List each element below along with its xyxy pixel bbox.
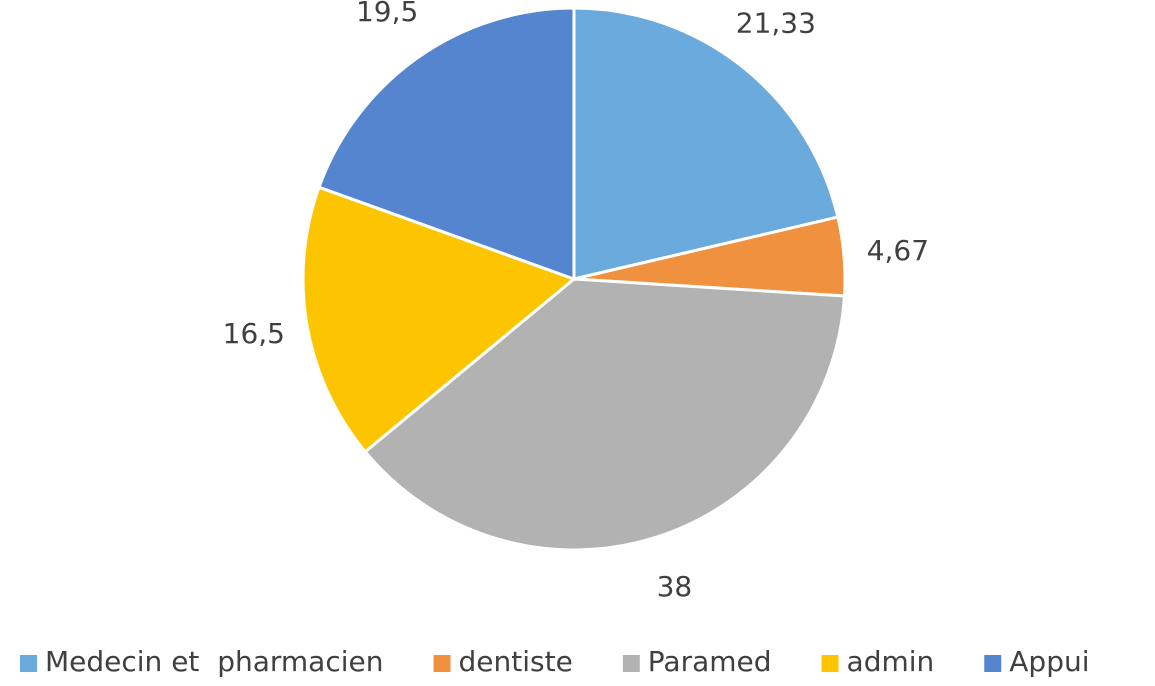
legend-label: Medecin et pharmacien	[45, 645, 384, 678]
legend-swatch	[20, 655, 37, 672]
data-label: 4,67	[867, 234, 929, 267]
pie-slice	[572, 6, 840, 281]
data-label: 16,5	[223, 317, 285, 350]
legend-swatch	[433, 655, 451, 672]
legend-swatch	[622, 655, 640, 672]
pie-slice	[363, 277, 847, 552]
data-label: 19,5	[356, 0, 418, 28]
legend-label: Appui	[1009, 645, 1089, 678]
legend-label: admin	[847, 645, 935, 678]
pie-slice	[301, 185, 577, 454]
legend-label: Paramed	[648, 645, 772, 678]
pie-slice	[317, 6, 576, 282]
data-label: 21,33	[736, 6, 816, 39]
legend-label: dentiste	[459, 645, 573, 678]
data-label: 38	[657, 570, 693, 603]
legend-swatch	[984, 655, 1002, 672]
legend-swatch	[821, 655, 839, 672]
